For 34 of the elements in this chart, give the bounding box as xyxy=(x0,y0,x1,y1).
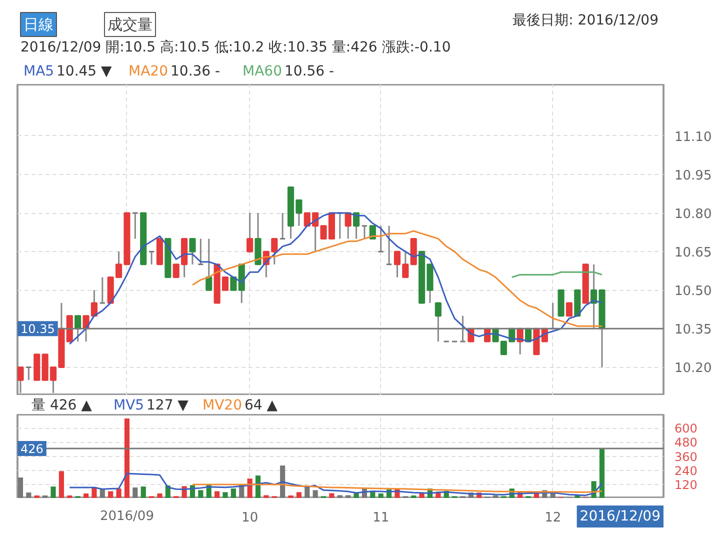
y-tick-label: 480 xyxy=(674,436,698,450)
text: MA5 xyxy=(24,64,54,80)
x-tick-label: 12 xyxy=(544,510,562,526)
text: 10.45 ▼ xyxy=(56,64,112,80)
y-tick-label: 10.95 xyxy=(674,168,712,184)
x-tick-label: 2016/09 xyxy=(100,509,154,524)
y-tick-label: 11.10 xyxy=(674,130,712,145)
text: 量 426 ▲ xyxy=(32,398,92,414)
y-tick-label: 120 xyxy=(674,478,698,492)
text: 64 ▲ xyxy=(244,398,278,414)
text: MA60 xyxy=(242,64,282,80)
ref-line-label: 426 xyxy=(20,442,44,456)
text: 最後日期: 2016/12/09 xyxy=(512,12,658,28)
text: 127 ▼ xyxy=(146,398,189,414)
y-tick-label: 10.50 xyxy=(674,284,712,300)
y-tick-label: 10.20 xyxy=(674,361,712,376)
text: MV20 xyxy=(202,398,242,414)
text: 10.56 - xyxy=(284,64,334,80)
text: 成交量 xyxy=(108,16,152,34)
y-tick-label: 10.80 xyxy=(674,207,712,222)
y-tick-label: 10.35 xyxy=(674,322,712,338)
text: MV5 xyxy=(114,398,144,414)
y-tick-label: 600 xyxy=(674,422,698,436)
x-tick-label: 11 xyxy=(372,510,390,526)
x-tick-label: 10 xyxy=(242,510,258,526)
text: MA20 xyxy=(128,64,168,80)
ref-line-label: 10.35 xyxy=(20,322,55,336)
y-tick-label: 10.65 xyxy=(674,246,712,261)
text: 日線 xyxy=(24,16,54,34)
text: 10.36 - xyxy=(170,64,220,80)
y-tick-label: 360 xyxy=(674,450,698,464)
text: 2016/12/09 xyxy=(580,508,661,524)
y-tick-label: 240 xyxy=(674,464,698,478)
chart-subtitle: 2016/12/09 開:10.5 高:10.5 低:10.2 收:10.35 量:426 漲跌:-0.10 xyxy=(20,40,451,56)
